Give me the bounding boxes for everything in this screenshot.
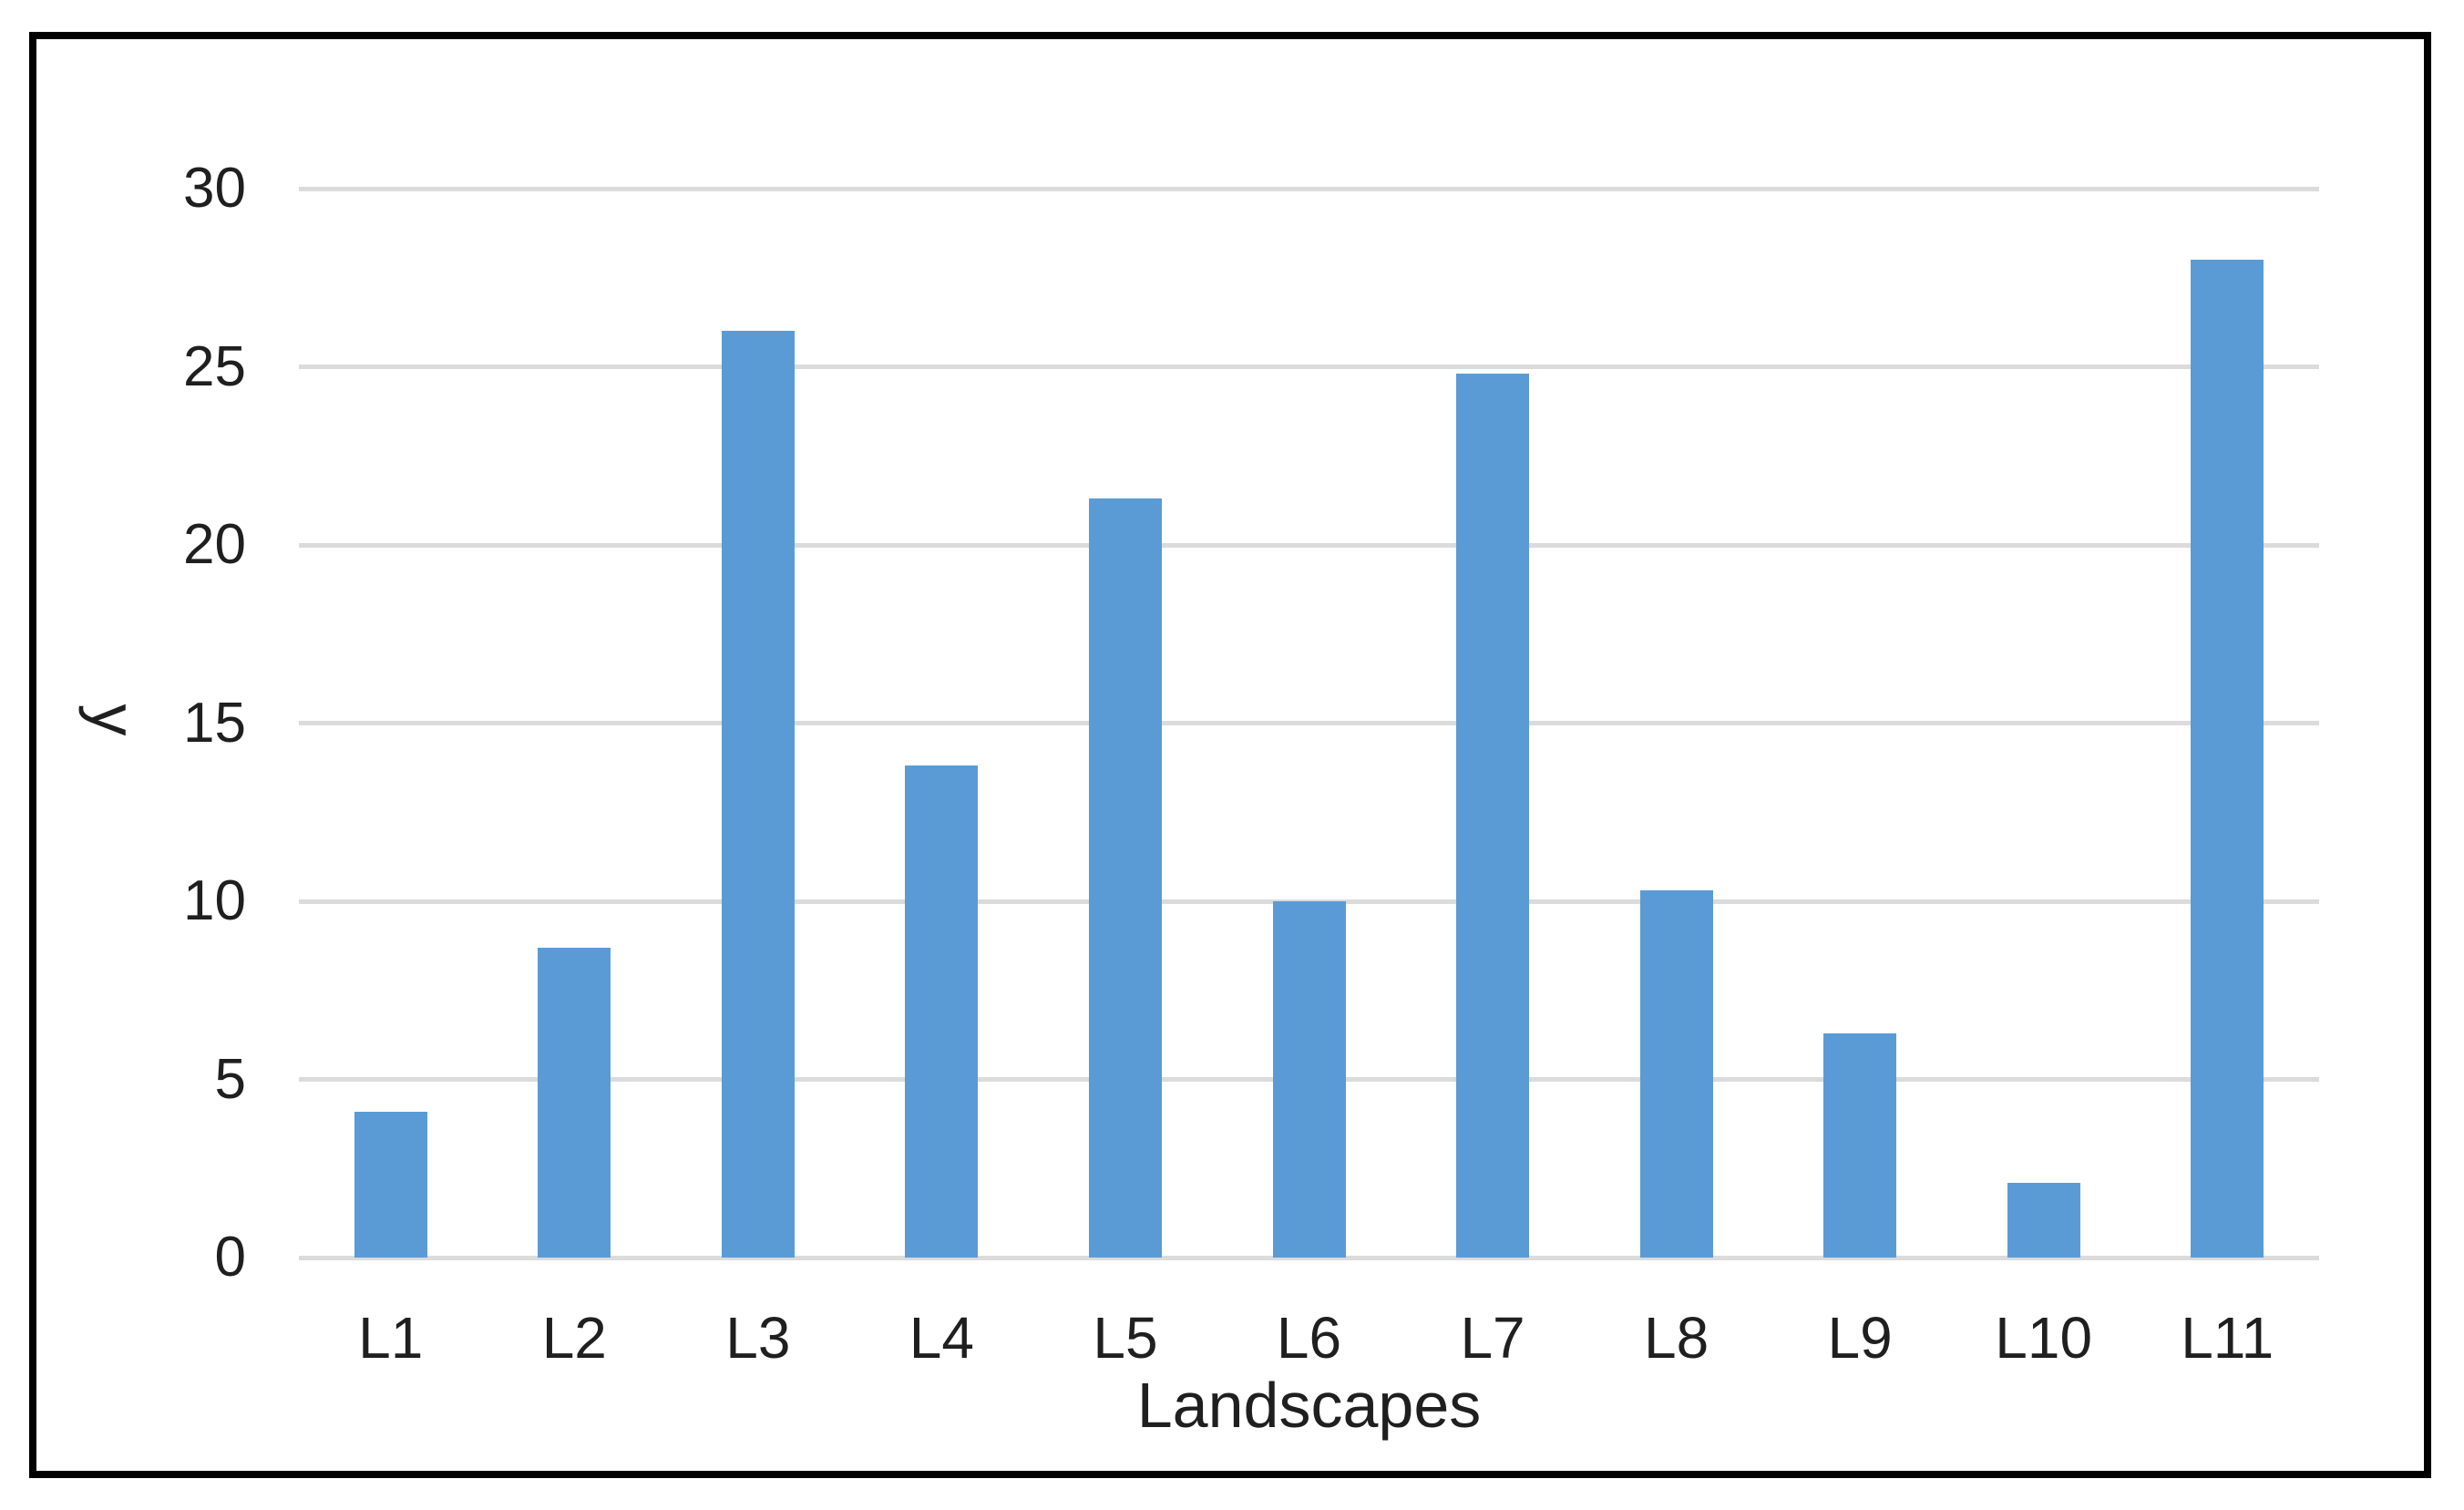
bar-L1: [354, 1111, 427, 1258]
y-tick-label-30: 30: [183, 157, 246, 220]
y-tick-label-20: 20: [183, 513, 246, 576]
bar-L5: [1088, 498, 1162, 1258]
y-tick-label-25: 25: [183, 334, 246, 398]
gridline-y20: [299, 542, 2319, 548]
y-tick-label-0: 0: [214, 1226, 246, 1289]
bar-L11: [2191, 260, 2264, 1258]
x-category-label-L6: L6: [1276, 1305, 1342, 1371]
y-tick-label-5: 5: [214, 1047, 246, 1111]
gridline-y25: [299, 365, 2319, 369]
x-category-label-L7: L7: [1460, 1305, 1525, 1371]
bar-L6: [1272, 901, 1346, 1258]
x-category-label-L4: L4: [909, 1305, 974, 1371]
chart-border-frame: [29, 32, 2431, 1478]
x-category-label-L9: L9: [1827, 1305, 1893, 1371]
bar-L8: [1639, 890, 1713, 1258]
x-category-label-L3: L3: [725, 1305, 791, 1371]
bar-L9: [1823, 1032, 1897, 1258]
y-axis-title: y: [78, 704, 149, 736]
x-axis-title: Landscapes: [1136, 1370, 1482, 1441]
bar-L4: [905, 765, 979, 1258]
x-category-label-L11: L11: [2181, 1305, 2274, 1371]
x-category-label-L8: L8: [1643, 1305, 1709, 1371]
x-category-label-L5: L5: [1093, 1305, 1158, 1371]
bar-L2: [538, 947, 611, 1258]
x-category-label-L10: L10: [1995, 1305, 2093, 1371]
gridline-y30: [299, 186, 2319, 191]
x-category-label-L1: L1: [358, 1305, 424, 1371]
bar-L3: [721, 331, 795, 1258]
bar-L7: [1456, 374, 1530, 1258]
x-axis-line: [299, 1255, 2319, 1260]
bar-L10: [2007, 1182, 2080, 1258]
gridline-y15: [299, 721, 2319, 725]
y-tick-label-10: 10: [183, 869, 246, 932]
y-tick-label-15: 15: [183, 691, 246, 755]
x-category-label-L2: L2: [541, 1305, 607, 1371]
